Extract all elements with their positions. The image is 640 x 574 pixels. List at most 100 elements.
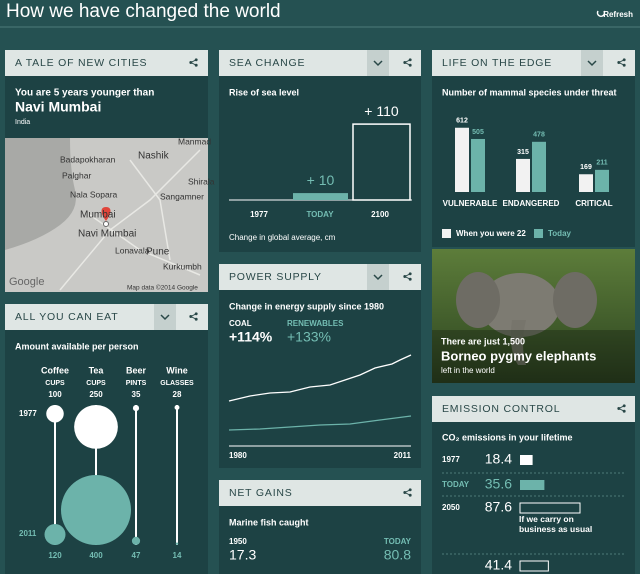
- item-now: 14: [173, 551, 182, 560]
- city: Navi Mumbai: [15, 99, 101, 115]
- bar-label: 612: [456, 118, 468, 125]
- item-now: 47: [132, 551, 141, 560]
- map[interactable]: [5, 138, 208, 292]
- bar-label: 478: [533, 132, 545, 139]
- legend-swatch: [534, 229, 543, 238]
- dropdown[interactable]: [367, 264, 389, 290]
- dropdown[interactable]: [154, 304, 176, 330]
- bubble-now: [175, 542, 179, 546]
- subtitle: Rise of sea level: [229, 87, 299, 97]
- year: TODAY: [384, 537, 412, 546]
- svg-text:Palghar: Palghar: [62, 170, 91, 180]
- x-label: 1977: [250, 210, 268, 219]
- bar: [532, 141, 546, 192]
- item-unit: CUPS: [86, 380, 106, 387]
- item-unit: PINTS: [126, 380, 147, 387]
- category: CRITICAL: [575, 199, 612, 208]
- bubble-now: [131, 536, 141, 545]
- category: VULNERABLE: [443, 199, 498, 208]
- note: Change in global average, cm: [229, 233, 336, 242]
- card-title: LIFE ON THE EDGE: [442, 57, 552, 69]
- x-label: 2011: [394, 451, 412, 460]
- card-title: EMISSION CONTROL: [442, 403, 560, 415]
- item-then: 35: [132, 390, 141, 399]
- category: ENDANGERED: [503, 199, 560, 208]
- bar: [471, 138, 485, 192]
- sea-box: [352, 123, 411, 201]
- svg-text:Mumbai: Mumbai: [80, 210, 116, 221]
- item-now: 120: [48, 551, 62, 560]
- row-value: 87.6: [485, 499, 512, 515]
- item-name: Beer: [126, 365, 147, 375]
- row-year: 1977: [442, 455, 460, 464]
- refresh-button[interactable]: Refresh: [603, 10, 633, 19]
- card-title: NET GAINS: [229, 487, 293, 499]
- svg-text:Map data ©2014 Google: Map data ©2014 Google: [127, 284, 198, 292]
- card-title: SEA CHANGE: [229, 57, 305, 69]
- dropdown[interactable]: [581, 50, 603, 76]
- bar: [455, 127, 469, 192]
- sea-box: [293, 193, 348, 200]
- bar: [595, 169, 609, 192]
- bar: [579, 174, 593, 192]
- svg-text:Google: Google: [9, 276, 44, 288]
- svg-text:Kurkumbh: Kurkumbh: [163, 261, 202, 271]
- bubble-now: [61, 475, 131, 545]
- value: 17.3: [229, 547, 256, 563]
- item-name: Wine: [166, 365, 187, 375]
- legend: RENEWABLES: [287, 319, 344, 328]
- photo: [432, 249, 635, 383]
- card-title: POWER SUPPLY: [229, 271, 322, 283]
- photo-caption: Borneo pygmy elephants: [441, 348, 596, 363]
- item-name: Coffee: [41, 365, 69, 375]
- photo-caption: left in the world: [441, 366, 495, 375]
- bar-label: 211: [596, 160, 607, 167]
- sea-label: + 110: [364, 103, 399, 119]
- bar-label: 505: [472, 129, 484, 136]
- emission-bar: [519, 560, 549, 572]
- subtitle: CO₂ emissions in your lifetime: [442, 432, 573, 442]
- change: +133%: [287, 329, 331, 345]
- bar-label: 315: [517, 149, 529, 156]
- x-label: 1980: [229, 451, 247, 460]
- sea-label: + 10: [307, 172, 335, 188]
- refresh-icon[interactable]: [596, 10, 606, 18]
- coal-line: [228, 354, 412, 402]
- year: 1950: [229, 537, 247, 546]
- bubble-then: [132, 405, 140, 412]
- svg-text:Sangamner: Sangamner: [160, 191, 204, 201]
- change: +114%: [229, 329, 273, 345]
- item-unit: GLASSES: [160, 380, 194, 387]
- row-year: TODAY: [442, 480, 470, 489]
- svg-text:Nashik: Nashik: [138, 151, 170, 162]
- svg-text:Lonavala: Lonavala: [115, 245, 150, 255]
- x-label: 2100: [371, 210, 389, 219]
- card-title: ALL YOU CAN EAT: [15, 311, 118, 323]
- bubble-then: [46, 405, 64, 423]
- card-title: A TALE OF NEW CITIES: [15, 57, 147, 69]
- year-label: 2011: [19, 529, 37, 538]
- item-now: 400: [89, 551, 103, 560]
- legend-label: Today: [548, 229, 572, 238]
- item-then: 100: [48, 390, 62, 399]
- x-label: TODAY: [306, 210, 334, 219]
- emission-bar: [520, 480, 545, 490]
- note: If we carry on business as usual: [519, 514, 593, 534]
- row-value: 18.4: [485, 451, 512, 467]
- emission-bar: [519, 502, 581, 514]
- item-then: 250: [89, 390, 103, 399]
- bubble-then: [74, 405, 118, 449]
- emission-bar: [520, 455, 533, 465]
- note-text: If we carry on business as usual: [519, 514, 593, 534]
- subtitle: Change in energy supply since 1980: [229, 301, 384, 311]
- subtitle: Marine fish caught: [229, 517, 309, 527]
- dropdown[interactable]: [367, 50, 389, 76]
- intro: You are 5 years younger than: [15, 88, 154, 99]
- page-title: How we have changed the world: [6, 1, 281, 22]
- map-labels: Manmad Nashik Badapokharan Palghar Nala …: [9, 136, 215, 291]
- year-label: 1977: [19, 409, 37, 418]
- item-name: Tea: [89, 365, 105, 375]
- item-unit: CUPS: [45, 380, 65, 387]
- svg-text:Badapokharan: Badapokharan: [60, 154, 116, 164]
